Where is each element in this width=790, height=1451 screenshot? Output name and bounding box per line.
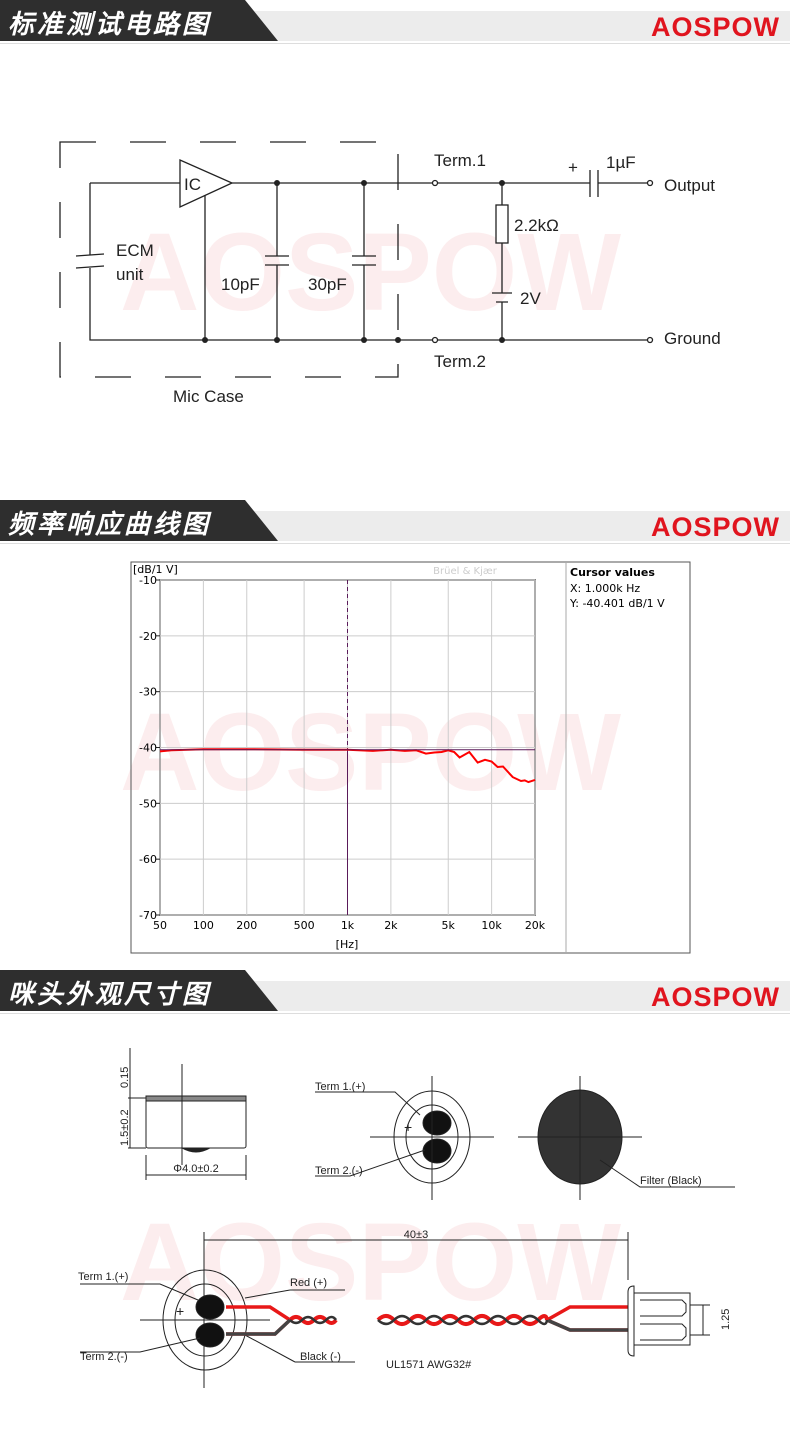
dimension-drawing: AOSPOW xyxy=(78,1048,735,1388)
brand-logo: AOSPOW xyxy=(650,12,780,42)
output-terminal xyxy=(646,179,654,187)
filter-label: Filter (Black) xyxy=(640,1175,702,1187)
polarity-plus: + xyxy=(568,158,578,177)
height-label: 1.5±0.2 xyxy=(119,1109,131,1146)
ic-amplifier-symbol xyxy=(179,159,234,209)
bk-watermark: Brüel & Kjær xyxy=(433,566,498,577)
mic-case-label: Mic Case xyxy=(173,387,244,406)
term2-label: Term 2.(-) xyxy=(315,1165,363,1177)
y-tick-label: -60 xyxy=(139,853,157,866)
cursor-panel-title: Cursor values xyxy=(570,566,655,579)
section-header-dimensions: 咪头外观尺寸图 AOSPOW xyxy=(0,970,790,1014)
ic-label: IC xyxy=(184,175,201,194)
y-tick-label: -30 xyxy=(139,686,157,699)
red-wire-label: Red (+) xyxy=(290,1277,327,1289)
c1-label: 10pF xyxy=(221,275,260,294)
plus-mark: + xyxy=(404,1119,412,1135)
wire-spec-label: UL1571 AWG32# xyxy=(386,1359,472,1371)
section-title: 频率响应曲线图 xyxy=(8,510,212,540)
watermark: AOSPOW xyxy=(120,211,621,334)
x-tick-label: 1k xyxy=(341,919,355,932)
x-tick-label: 500 xyxy=(294,919,315,932)
diameter-label: Φ4.0±0.2 xyxy=(173,1163,218,1175)
y-tick-label: -10 xyxy=(139,574,157,587)
thickness-top-label: 0.15 xyxy=(119,1067,131,1088)
mic-case-outline xyxy=(59,141,399,378)
x-tick-label: 200 xyxy=(236,919,257,932)
watermark: AOSPOW xyxy=(120,691,621,814)
y-tick-label: -40 xyxy=(139,742,157,755)
ecm-label: ECM xyxy=(116,241,154,260)
chart-frame xyxy=(130,561,691,954)
brand-logo: AOSPOW xyxy=(650,982,780,1012)
watermark: AOSPOW xyxy=(120,1201,621,1324)
x-tick-label: 10k xyxy=(481,919,502,932)
plus-mark-bottom: + xyxy=(176,1303,184,1319)
y-tick-label: -70 xyxy=(139,909,157,922)
black-wire xyxy=(226,1318,628,1336)
ecm-label-unit: unit xyxy=(116,265,144,284)
frequency-response-chart: AOSPOW 50 100 200 500 1k 2k 5k 10k 20k -10 -20 -30 -… xyxy=(120,561,691,954)
section-title: 咪头外观尺寸图 xyxy=(8,980,212,1010)
terminal-1 xyxy=(431,179,439,187)
term2-wire-label: Term 2.(-) xyxy=(80,1351,128,1363)
side-view xyxy=(128,1048,247,1180)
pitch-label: 1.25 xyxy=(720,1309,732,1330)
ecm-capsule-symbol xyxy=(75,253,105,269)
term2-label: Term.2 xyxy=(434,352,486,371)
y-tick-label: -20 xyxy=(139,630,157,643)
length-label: 40±3 xyxy=(404,1229,428,1241)
x-tick-label: 50 xyxy=(153,919,167,932)
battery-label: 2V xyxy=(520,289,541,308)
filter-view xyxy=(518,1076,735,1200)
section-header-circuit: 标准测试电路图 AOSPOW xyxy=(0,0,790,44)
brand-logo: AOSPOW xyxy=(650,512,780,542)
y-tick-label: -50 xyxy=(139,797,157,810)
resistor-symbol xyxy=(495,204,509,244)
x-axis-label: [Hz] xyxy=(336,938,359,951)
cursor-y-value: Y: -40.401 dB/1 V xyxy=(569,597,665,610)
connector xyxy=(627,1285,710,1357)
x-tick-label: 100 xyxy=(193,919,214,932)
x-tick-label: 5k xyxy=(442,919,456,932)
ground-terminal xyxy=(646,336,654,344)
terminal-view xyxy=(315,1076,494,1200)
wire-assembly-view xyxy=(80,1232,710,1388)
x-tick-label: 20k xyxy=(525,919,546,932)
term1-label: Term 1.(+) xyxy=(315,1081,365,1093)
terminal-2 xyxy=(431,336,439,344)
x-tick-label: 2k xyxy=(384,919,398,932)
black-wire-label: Black (-) xyxy=(300,1351,341,1363)
capacitor-10pf xyxy=(265,183,289,340)
section-header-frequency: 频率响应曲线图 AOSPOW xyxy=(0,500,790,544)
capacitor-30pf xyxy=(352,183,376,340)
term1-label: Term.1 xyxy=(434,151,486,170)
term1-wire-label: Term 1.(+) xyxy=(78,1271,128,1283)
output-label: Output xyxy=(664,176,715,195)
output-cap-label: 1µF xyxy=(606,153,636,172)
resistor-label: 2.2kΩ xyxy=(514,216,559,235)
ground-label: Ground xyxy=(664,329,721,348)
y-axis-label: [dB/1 V] xyxy=(133,563,178,576)
c2-label: 30pF xyxy=(308,275,347,294)
test-circuit-diagram: AOSPOW IC ECM unit 10pF 30 xyxy=(59,141,721,406)
cursor-x-value: X: 1.000k Hz xyxy=(570,582,640,595)
section-title: 标准测试电路图 xyxy=(8,10,212,40)
